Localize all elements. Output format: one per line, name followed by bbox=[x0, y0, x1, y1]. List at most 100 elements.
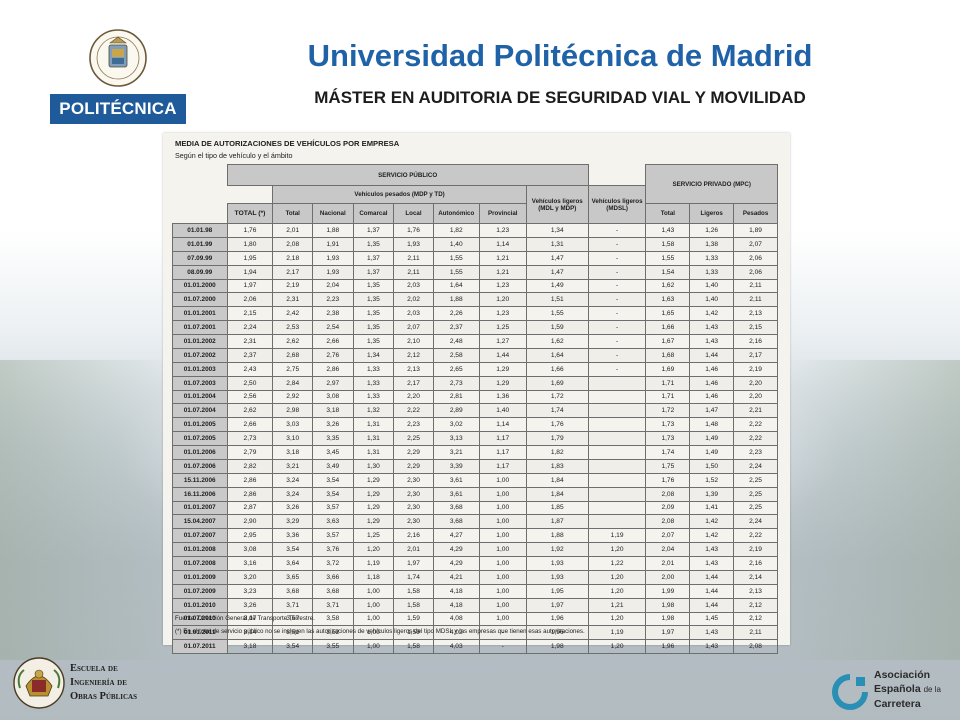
table-cell bbox=[587, 486, 647, 502]
page-title: Universidad Politécnica de Madrid bbox=[307, 38, 813, 73]
table-cell: 3,68 bbox=[312, 583, 354, 599]
table-cell: 2,02 bbox=[393, 292, 434, 308]
table-cell: 1,31 bbox=[352, 445, 395, 460]
table-cell: 2,25 bbox=[733, 500, 778, 516]
table-cell: 1,55 bbox=[645, 250, 691, 266]
table-cell: 1,21 bbox=[587, 597, 647, 613]
table-cell: 1,50 bbox=[689, 458, 735, 474]
table-cell: 1,35 bbox=[352, 306, 395, 322]
table-cell bbox=[587, 389, 647, 405]
table-cell: 1,93 bbox=[525, 569, 589, 585]
table-cell: 1,00 bbox=[478, 486, 527, 502]
table-cell: 1,98 bbox=[645, 611, 691, 627]
table-cell: 4,21 bbox=[432, 569, 480, 585]
table-row: 01.01.2000 1,97 2,19 2,04 1,35 2,03 1,64 1,23 1,… bbox=[172, 278, 778, 294]
table-cell: 2,29 bbox=[393, 445, 434, 460]
table-cell: 1,43 bbox=[689, 639, 735, 655]
table-cell: - bbox=[587, 223, 647, 238]
col-ligeros: Ligeros bbox=[689, 203, 735, 224]
table-cell: 1,29 bbox=[478, 361, 527, 377]
aec-line-2: Española bbox=[874, 683, 921, 695]
table-cell: 2,08 bbox=[645, 514, 691, 530]
table-cell: 1,59 bbox=[393, 611, 434, 627]
table-cell: 2,06 bbox=[733, 250, 778, 266]
table-cell: 1,35 bbox=[352, 320, 395, 335]
table-cell: 3,35 bbox=[312, 431, 354, 446]
table-cell: 1,36 bbox=[478, 389, 527, 405]
table-cell: 3,54 bbox=[272, 542, 313, 557]
table-cell: 2,13 bbox=[393, 361, 434, 377]
table-cell: 1,40 bbox=[432, 236, 480, 252]
table-row: 01.07.2010 3,17 3,57 3,58 1,00 1,59 4,08 1,00 1,… bbox=[172, 611, 778, 627]
table-cell: 1,59 bbox=[393, 625, 434, 641]
row-date-cell: 01.01.2001 bbox=[172, 306, 228, 322]
table-cell: 1,82 bbox=[432, 223, 480, 238]
table-cell: 2,12 bbox=[733, 611, 778, 627]
table-cell: 1,47 bbox=[525, 250, 589, 266]
row-date-cell: 01.01.2004 bbox=[172, 389, 228, 405]
header-servicio-publico: SERVICIO PÚBLICO bbox=[226, 164, 589, 186]
table-cell: 1,66 bbox=[525, 361, 589, 377]
table-cell: 1,14 bbox=[478, 236, 527, 252]
table-cell: 4,29 bbox=[432, 542, 480, 557]
table-cell: 3,57 bbox=[272, 611, 313, 627]
table-cell: 3,39 bbox=[432, 458, 480, 474]
table-cell: 1,43 bbox=[689, 542, 735, 557]
row-date-cell: 01.07.2006 bbox=[172, 458, 228, 474]
table-cell: 1,93 bbox=[312, 264, 354, 280]
table-cell: 1,83 bbox=[525, 458, 589, 474]
table-cell: 3,18 bbox=[226, 639, 274, 655]
table-cell: 2,22 bbox=[733, 417, 778, 433]
row-date-cell: 15.11.2006 bbox=[172, 472, 228, 488]
table-cell: 1,19 bbox=[587, 625, 647, 641]
table-cell: 2,31 bbox=[226, 334, 274, 349]
table-cell: 2,01 bbox=[272, 223, 313, 238]
table-cell: 1,30 bbox=[352, 458, 395, 474]
table-cell: 3,76 bbox=[312, 542, 354, 557]
table-cell: 1,00 bbox=[352, 611, 395, 627]
table-cell: 4,18 bbox=[432, 597, 480, 613]
table-cell: 1,00 bbox=[352, 597, 395, 613]
table-cell: 2,48 bbox=[432, 334, 480, 349]
table-cell: 2,95 bbox=[226, 528, 274, 544]
table-cell: 1,95 bbox=[525, 583, 589, 599]
row-date-cell: 01.07.2003 bbox=[172, 375, 228, 391]
table-cell: 1,99 bbox=[645, 583, 691, 599]
table-cell: 1,20 bbox=[478, 292, 527, 308]
table-cell: 3,24 bbox=[272, 486, 313, 502]
table-cell: 1,64 bbox=[525, 347, 589, 363]
table-cell: 1,71 bbox=[645, 375, 691, 391]
table-cell: 1,27 bbox=[478, 334, 527, 349]
table-row: 08.09.99 1,94 2,17 1,93 1,37 2,11 1,55 1,21 1,47… bbox=[172, 264, 778, 280]
table-cell: 2,18 bbox=[272, 250, 313, 266]
table-row: 01.01.2008 3,08 3,54 3,76 1,20 2,01 4,29 1,00 1,… bbox=[172, 542, 778, 557]
table-cell: 3,45 bbox=[312, 445, 354, 460]
table-cell: 1,20 bbox=[352, 542, 395, 557]
table-cell: 2,15 bbox=[226, 306, 274, 322]
table-cell bbox=[587, 458, 647, 474]
table-cell: 1,34 bbox=[352, 347, 395, 363]
table-cell: 2,08 bbox=[272, 236, 313, 252]
table-cell: 2,62 bbox=[272, 334, 313, 349]
table-row: 15.11.2006 2,86 3,24 3,54 1,29 2,30 3,61 1,00 1,… bbox=[172, 472, 778, 488]
table-cell: 2,23 bbox=[312, 292, 354, 308]
table-cell: 1,73 bbox=[645, 431, 691, 446]
table-row: 01.01.2005 2,66 3,03 3,26 1,31 2,23 3,02 1,14 1,… bbox=[172, 417, 778, 433]
table-cell: 1,35 bbox=[352, 292, 395, 308]
table-cell: 2,30 bbox=[393, 514, 434, 530]
table-cell: 3,13 bbox=[432, 431, 480, 446]
document-source: Fuente: Dirección General de Transporte … bbox=[175, 615, 315, 622]
table-cell: 2,16 bbox=[733, 556, 778, 571]
table-cell: 4,18 bbox=[432, 583, 480, 599]
table-row: 01.01.2004 2,56 2,92 3,08 1,33 2,20 2,81 1,36 1,… bbox=[172, 389, 778, 405]
table-cell: 1,00 bbox=[352, 625, 395, 641]
table-cell: - bbox=[587, 236, 647, 252]
table-cell: - bbox=[587, 264, 647, 280]
header-vehiculos-pesados: Vehículos pesados (MDP y TD) bbox=[272, 185, 527, 204]
table-cell: 1,76 bbox=[645, 472, 691, 488]
etsi-line-2: Ingeniería de bbox=[70, 677, 127, 688]
row-date-cell: 01.01.2003 bbox=[172, 361, 228, 377]
table-cell: 1,31 bbox=[525, 236, 589, 252]
table-cell: 2,17 bbox=[393, 375, 434, 391]
table-cell: 1,40 bbox=[689, 292, 735, 308]
